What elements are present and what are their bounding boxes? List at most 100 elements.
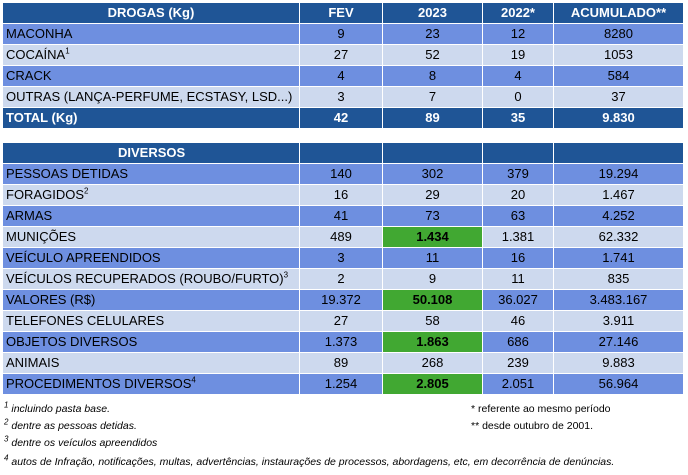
drogas-table: DROGAS (Kg) FEV 2023 2022* ACUMULADO** M… [2, 2, 684, 129]
footnote-3: 3 dentre os veículos apreendidos [4, 434, 158, 449]
row-label: MACONHA [2, 23, 300, 45]
cell-2023-highlight: 1.863 [382, 331, 483, 353]
table-row: VALORES (R$) 19.372 50.108 36.027 3.483.… [2, 289, 684, 311]
cell-acumulado: 835 [553, 268, 684, 290]
cell-fev: 4 [299, 65, 383, 87]
table-row: ARMAS 41 73 63 4.252 [2, 205, 684, 227]
table-row: TELEFONES CELULARES 27 58 46 3.911 [2, 310, 684, 332]
cell-acumulado: 1053 [553, 44, 684, 66]
header-fev: FEV [299, 2, 383, 24]
diversos-header-row: DIVERSOS [2, 142, 684, 164]
cell-fev: 1.254 [299, 373, 383, 395]
cell-2023: 302 [382, 163, 483, 185]
cell-acumulado: 3.911 [553, 310, 684, 332]
row-label: FORAGIDOS2 [2, 184, 300, 206]
diversos-header-label: DIVERSOS [2, 142, 300, 164]
diversos-table: DIVERSOS PESSOAS DETIDAS 140 302 379 19.… [2, 142, 684, 395]
drogas-header-row: DROGAS (Kg) FEV 2023 2022* ACUMULADO** [2, 2, 684, 24]
row-label: PROCEDIMENTOS DIVERSOS4 [2, 373, 300, 395]
note-since-2001: ** desde outubro de 2001. [471, 420, 594, 432]
cell-acumulado: 8280 [553, 23, 684, 45]
cell-fev: 140 [299, 163, 383, 185]
footnote-marker: 3 [283, 270, 289, 280]
row-label: VEÍCULOS RECUPERADOS (ROUBO/FURTO)3 [2, 268, 300, 290]
cell-acumulado: 1.467 [553, 184, 684, 206]
total-fev: 42 [299, 107, 383, 129]
cell-2022: 20 [482, 184, 554, 206]
cell-2023-highlight: 50.108 [382, 289, 483, 311]
cell-fev: 89 [299, 352, 383, 374]
cell-acumulado: 37 [553, 86, 684, 108]
cell-fev: 19.372 [299, 289, 383, 311]
cell-fev: 9 [299, 23, 383, 45]
cell-2022: 4 [482, 65, 554, 87]
cell-fev: 3 [299, 247, 383, 269]
cell-2022: 11 [482, 268, 554, 290]
cell-2022: 36.027 [482, 289, 554, 311]
total-acumulado: 9.830 [553, 107, 684, 129]
cell-2023: 9 [382, 268, 483, 290]
cell-2023: 11 [382, 247, 483, 269]
cell-2023: 29 [382, 184, 483, 206]
note-same-period: * referente ao mesmo período [471, 403, 611, 415]
cell-2022: 686 [482, 331, 554, 353]
cell-2022: 0 [482, 86, 554, 108]
cell-2023: 8 [382, 65, 483, 87]
cell-2023: 73 [382, 205, 483, 227]
cell-2022: 19 [482, 44, 554, 66]
cell-fev: 1.373 [299, 331, 383, 353]
cell-2022: 63 [482, 205, 554, 227]
cell-fev: 27 [299, 44, 383, 66]
cell-2022: 2.051 [482, 373, 554, 395]
row-label: MUNIÇÕES [2, 226, 300, 248]
cell-acumulado: 62.332 [553, 226, 684, 248]
row-label: PESSOAS DETIDAS [2, 163, 300, 185]
header-acumulado: ACUMULADO** [553, 2, 684, 24]
cell-2023: 23 [382, 23, 483, 45]
cell-acumulado: 19.294 [553, 163, 684, 185]
cell-acumulado: 584 [553, 65, 684, 87]
footnote-2: 2 dentre as pessoas detidas. [4, 417, 137, 432]
cell-acumulado: 27.146 [553, 331, 684, 353]
cell-2023: 7 [382, 86, 483, 108]
footnote-1: 1 incluindo pasta base. [4, 400, 111, 415]
cell-2022: 12 [482, 23, 554, 45]
cell-acumulado: 1.741 [553, 247, 684, 269]
row-label: VEÍCULO APREENDIDOS [2, 247, 300, 269]
cell-2023-highlight: 2.805 [382, 373, 483, 395]
cell-acumulado: 3.483.167 [553, 289, 684, 311]
cell-fev: 2 [299, 268, 383, 290]
cell-2022: 1.381 [482, 226, 554, 248]
cell-2023: 58 [382, 310, 483, 332]
cell-fev: 16 [299, 184, 383, 206]
table-row: VEÍCULOS RECUPERADOS (ROUBO/FURTO)3 2 9 … [2, 268, 684, 290]
total-2022: 35 [482, 107, 554, 129]
cell-acumulado: 4.252 [553, 205, 684, 227]
table-row: FORAGIDOS2 16 29 20 1.467 [2, 184, 684, 206]
row-label: OUTRAS (LANÇA-PERFUME, ECSTASY, LSD...) [2, 86, 300, 108]
table-row: COCAÍNA1 27 52 19 1053 [2, 44, 684, 66]
cell-2023-highlight: 1.434 [382, 226, 483, 248]
footnote-marker: 4 [191, 375, 196, 385]
cell-fev: 489 [299, 226, 383, 248]
table-row: PESSOAS DETIDAS 140 302 379 19.294 [2, 163, 684, 185]
header-2022: 2022* [482, 2, 554, 24]
total-label: TOTAL (Kg) [2, 107, 300, 129]
row-label: CRACK [2, 65, 300, 87]
table-row: CRACK 4 8 4 584 [2, 65, 684, 87]
total-row: TOTAL (Kg) 42 89 35 9.830 [2, 107, 684, 129]
cell-2023: 268 [382, 352, 483, 374]
footnote-4: 4 autos de Infração, notificações, multa… [4, 453, 615, 468]
cell-2022: 239 [482, 352, 554, 374]
table-row: OBJETOS DIVERSOS 1.373 1.863 686 27.146 [2, 331, 684, 353]
cell-acumulado: 56.964 [553, 373, 684, 395]
drogas-header-label: DROGAS (Kg) [2, 2, 300, 24]
footnote-marker: 2 [84, 186, 89, 196]
cell-fev: 41 [299, 205, 383, 227]
row-label: TELEFONES CELULARES [2, 310, 300, 332]
cell-2022: 379 [482, 163, 554, 185]
cell-fev: 27 [299, 310, 383, 332]
table-row: VEÍCULO APREENDIDOS 3 11 16 1.741 [2, 247, 684, 269]
cell-2022: 46 [482, 310, 554, 332]
row-label: COCAÍNA1 [2, 44, 300, 66]
